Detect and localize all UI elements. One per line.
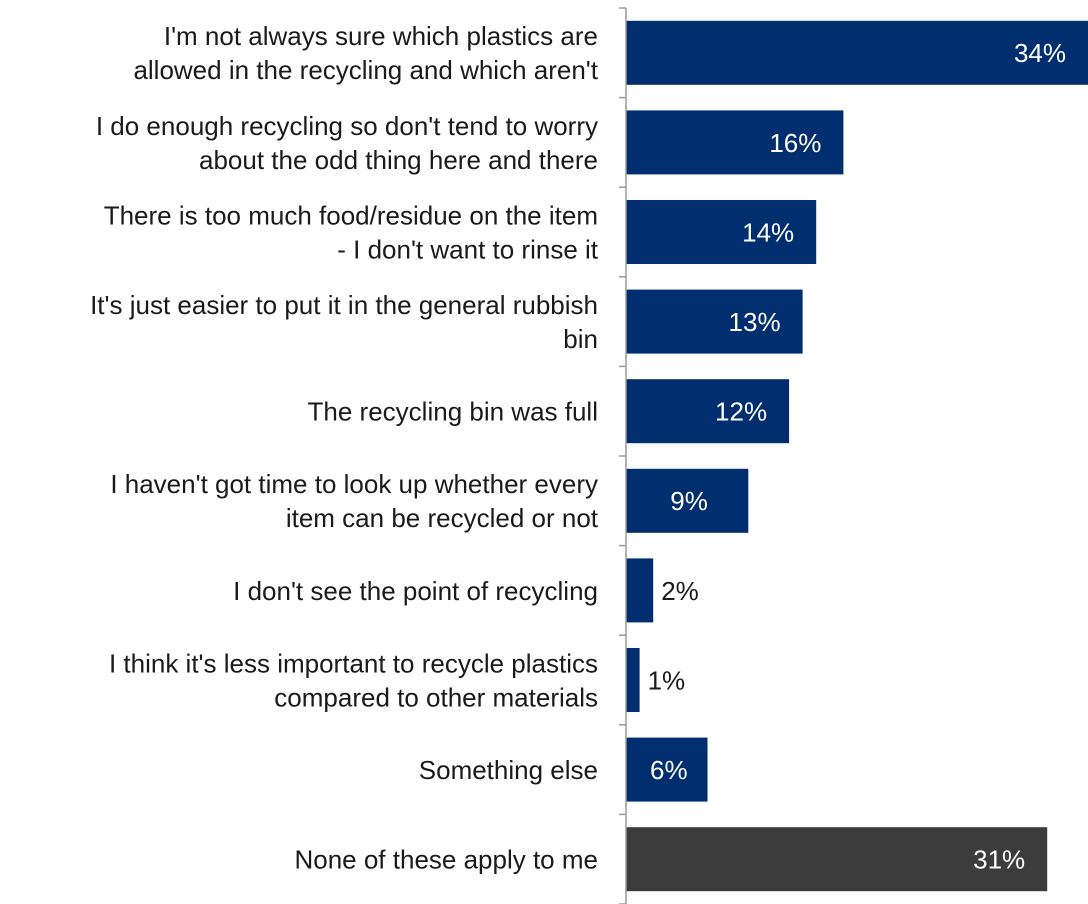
bar [626, 558, 654, 623]
value-labels: 34% 16% 14% 13% 12% 9% 2% 1% 6% 31% [648, 38, 1066, 874]
category-label: None of these apply to me [294, 845, 598, 875]
category-label: Something else [419, 755, 598, 785]
category-label: The recycling bin was full [308, 397, 598, 427]
value-label: 34% [1014, 38, 1066, 68]
category-label: There is too much food/residue on the it… [104, 200, 599, 264]
value-label: 6% [650, 755, 688, 785]
value-label: 13% [729, 307, 781, 337]
category-label: I don't see the point of recycling [233, 576, 598, 606]
value-label: 1% [648, 665, 686, 695]
value-label: 16% [769, 128, 821, 158]
bar [626, 289, 803, 354]
bar [626, 648, 640, 712]
value-label: 12% [715, 397, 767, 427]
value-label: 31% [973, 845, 1025, 875]
bar [626, 200, 817, 264]
value-label: 14% [742, 217, 794, 247]
category-label: I haven't got time to look up whether ev… [110, 469, 598, 533]
category-label: I think it's less important to recycle p… [109, 648, 598, 712]
bar [626, 468, 749, 533]
bar [626, 379, 790, 444]
bars [626, 20, 1088, 892]
bar [626, 20, 1088, 85]
category-labels: I'm not always sure which plastics are al… [90, 21, 599, 874]
bar [626, 110, 844, 175]
category-label: I do enough recycling so don't tend to w… [96, 111, 598, 175]
category-label: It's just easier to put it in the genera… [90, 290, 598, 354]
bar [626, 737, 708, 802]
value-label: 2% [661, 576, 699, 606]
value-label: 9% [670, 486, 708, 516]
category-label: I'm not always sure which plastics are al… [133, 21, 598, 85]
bar [626, 827, 1048, 892]
y-axis [619, 7, 627, 904]
